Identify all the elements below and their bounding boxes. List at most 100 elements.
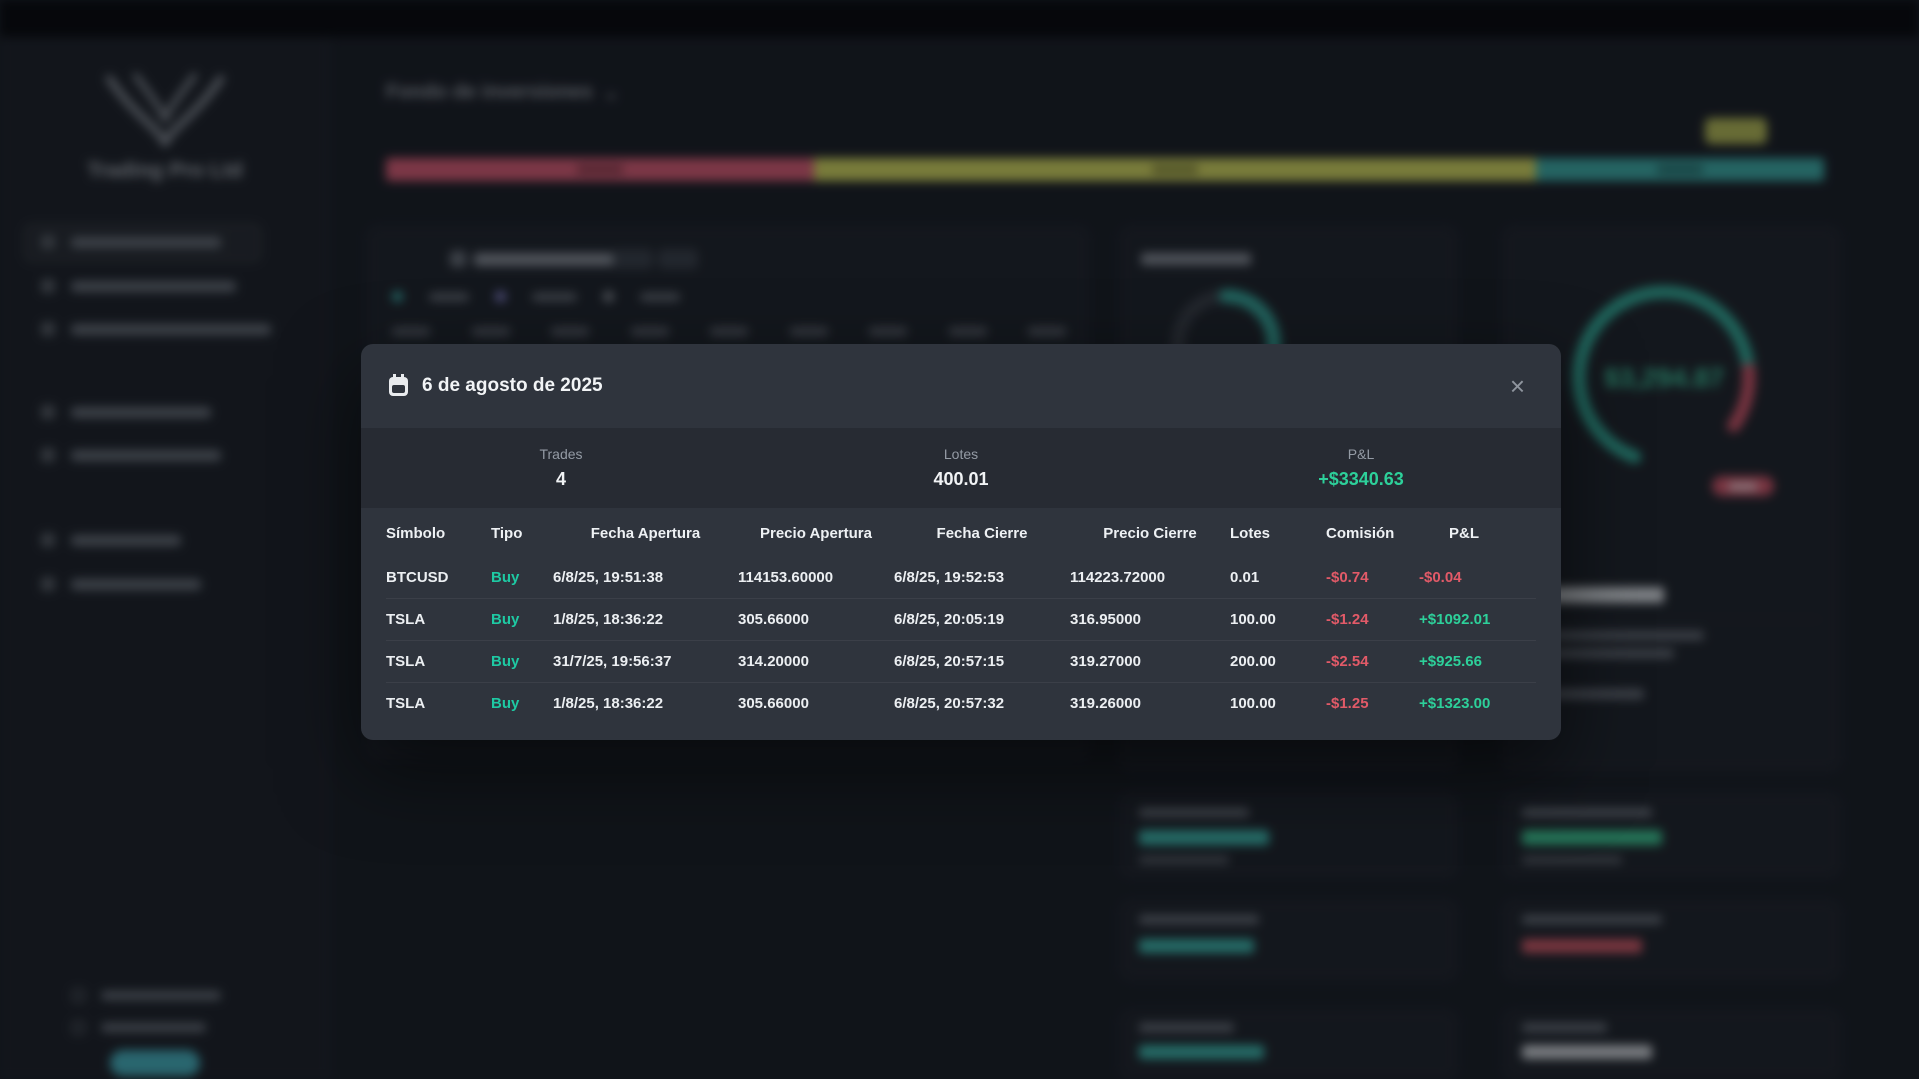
chevron-down-icon: ⌄	[602, 82, 620, 104]
sidebar: Trading Pro Ltd	[0, 37, 330, 1079]
modal-header: 6 de agosto de 2025 ×	[361, 344, 1561, 428]
allocation-progress-bar	[386, 158, 1824, 181]
progress-segment-yellow	[814, 158, 1536, 181]
text-placeholder	[1728, 482, 1758, 490]
segment-label-placeholder	[1657, 165, 1703, 174]
summary-trades-value: 4	[555, 469, 566, 489]
summary-pnl: P&L +$3340.63	[1161, 446, 1561, 490]
cell-pnl: +$1323.00	[1419, 695, 1491, 712]
chart-toggle-button[interactable]	[658, 249, 698, 269]
text-placeholder	[101, 990, 221, 1000]
text-placeholder	[71, 280, 236, 292]
cell-type: Buy	[491, 695, 520, 712]
col-lots: Lotes	[1230, 524, 1271, 542]
table-row[interactable]: TSLA Buy 1/8/25, 18:36:22 305.66000 6/8/…	[386, 598, 1536, 640]
segment-label-placeholder	[577, 165, 623, 174]
cell-close-price: 319.26000	[1070, 695, 1141, 712]
summary-lots-label: Lotes	[943, 446, 979, 462]
stat-label-placeholder	[1522, 915, 1662, 924]
cell-close-price: 316.95000	[1070, 611, 1141, 628]
sidebar-checkbox-row[interactable]	[72, 988, 221, 1002]
cell-close-price: 114223.72000	[1070, 568, 1166, 586]
stat-value-green	[1522, 830, 1662, 845]
cell-lots: 100.00	[1230, 695, 1276, 712]
summary-lots: Lotes 400.01	[761, 446, 1161, 490]
col-close-date: Fecha Cierre	[936, 524, 1028, 542]
close-button[interactable]: ×	[1502, 369, 1533, 403]
sidebar-item[interactable]	[41, 448, 221, 462]
column-header-placeholder	[949, 327, 987, 336]
menu-icon	[41, 448, 55, 462]
column-header-placeholder	[631, 327, 669, 336]
stat-label-placeholder	[1522, 808, 1652, 817]
stat-label-placeholder	[1139, 915, 1259, 924]
loss-badge	[1712, 476, 1774, 496]
sidebar-item[interactable]	[41, 577, 201, 591]
column-header-placeholder	[392, 327, 430, 336]
stat-card	[1503, 1010, 1840, 1079]
sidebar-item[interactable]	[41, 405, 211, 419]
table-row[interactable]: TSLA Buy 1/8/25, 18:36:22 305.66000 6/8/…	[386, 682, 1536, 724]
sidebar-item[interactable]	[41, 279, 236, 293]
sidebar-item[interactable]	[41, 322, 271, 336]
text-placeholder	[71, 323, 271, 335]
chart-toggle-button[interactable]	[613, 249, 653, 269]
cell-open-date: 1/8/25, 18:36:22	[553, 611, 664, 628]
text-placeholder	[71, 406, 211, 418]
cell-type: Buy	[491, 611, 520, 628]
sidebar-item[interactable]	[41, 235, 221, 249]
sidebar-checkbox-row[interactable]	[72, 1020, 206, 1034]
brand-logo-icon	[0, 67, 330, 160]
col-open-date: Fecha Apertura	[590, 524, 701, 542]
summary-lots-value: 400.01	[933, 469, 989, 489]
page-title[interactable]: Fondo de inversiones ⌄	[386, 80, 619, 105]
cell-lots: 0.01	[1230, 568, 1260, 586]
column-header-placeholder	[472, 327, 510, 336]
cell-close-date: 6/8/25, 20:05:19	[894, 611, 1005, 628]
cell-symbol: TSLA	[386, 653, 426, 670]
stat-value-white	[1522, 1045, 1652, 1059]
browser-topbar	[0, 0, 1919, 37]
stat-label-placeholder	[1139, 1023, 1234, 1032]
calendar-icon	[389, 373, 408, 396]
cell-close-date: 6/8/25, 20:57:32	[894, 695, 1005, 712]
sidebar-bottom-button[interactable]	[110, 1050, 200, 1076]
cell-lots: 200.00	[1230, 653, 1276, 670]
header-action-button[interactable]	[1705, 118, 1767, 144]
table-row[interactable]: TSLA Buy 31/7/25, 19:56:37 314.20000 6/8…	[386, 640, 1536, 682]
col-open-price: Precio Apertura	[760, 524, 872, 542]
cell-open-price: 305.66000	[738, 611, 809, 628]
column-header-placeholder	[1028, 327, 1066, 336]
cell-symbol: BTCUSD	[386, 568, 449, 586]
menu-icon	[41, 533, 55, 547]
day-trades-modal: 6 de agosto de 2025 × Trades 4 Lotes 400…	[361, 344, 1561, 740]
chart-title-placeholder	[474, 253, 624, 266]
cell-commission: -$0.74	[1326, 568, 1369, 586]
cell-commission: -$1.25	[1326, 695, 1369, 712]
divider	[1524, 619, 1821, 620]
cell-symbol: TSLA	[386, 611, 426, 628]
column-header-placeholder	[869, 327, 907, 336]
checkbox-icon	[72, 988, 85, 1002]
text-placeholder	[71, 449, 221, 461]
col-symbol: Símbolo	[386, 524, 446, 542]
progress-segment-teal	[1536, 158, 1824, 181]
stat-card	[1503, 793, 1840, 877]
checkbox-icon	[72, 1020, 85, 1034]
cell-type: Buy	[491, 653, 520, 670]
text-placeholder	[71, 236, 221, 248]
legend-dot-gray	[603, 291, 614, 302]
cell-open-price: 305.66000	[738, 695, 809, 712]
page-title-text: Fondo de inversiones	[386, 81, 593, 103]
summary-pnl-label: P&L	[1347, 446, 1375, 462]
day-summary-bar: Trades 4 Lotes 400.01 P&L +$3340.63	[361, 428, 1561, 508]
table-row[interactable]: BTCUSD Buy 6/8/25, 19:51:38 114153.60000…	[386, 556, 1536, 598]
text-placeholder	[532, 292, 577, 301]
card-title-placeholder	[1141, 253, 1251, 265]
text-placeholder	[1524, 631, 1704, 640]
cell-commission: -$2.54	[1326, 653, 1369, 670]
text-placeholder	[429, 292, 469, 301]
stat-card	[1120, 1010, 1457, 1079]
sidebar-item[interactable]	[41, 533, 181, 547]
